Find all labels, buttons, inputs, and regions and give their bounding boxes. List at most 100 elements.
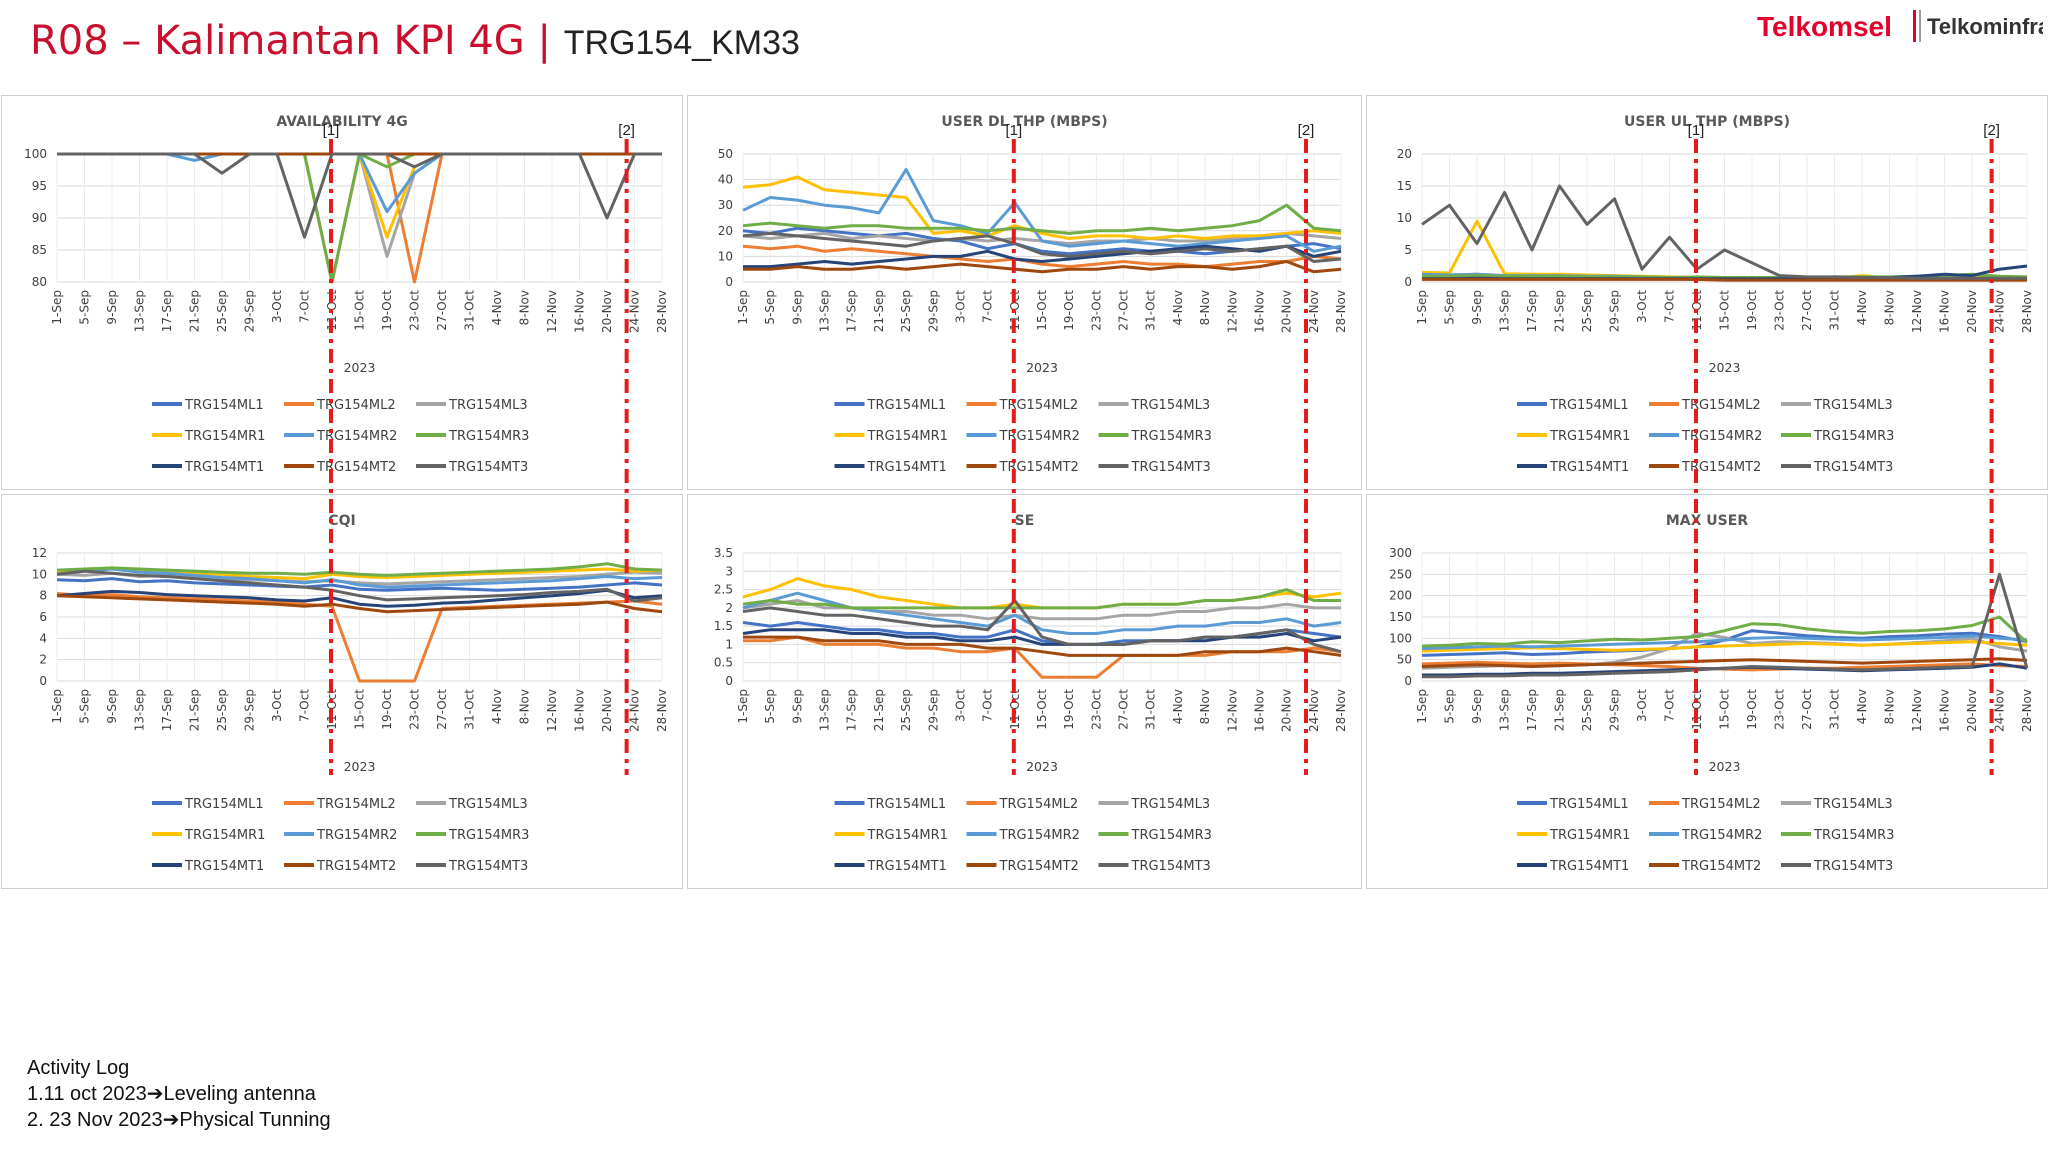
series-line-TRG154MR2 (56, 567, 663, 589)
y-tick-label: 100 (24, 147, 47, 161)
event-marker-label: [1] (1005, 122, 1022, 139)
legend-label: TRG154MT3 (448, 460, 528, 475)
y-tick-label: 80 (32, 275, 47, 289)
x-tick-label: 15-Oct (353, 689, 367, 730)
y-tick-label: 10 (1397, 211, 1412, 225)
x-tick-label: 31-Oct (1828, 689, 1842, 730)
x-tick-label: 24-Nov (1993, 290, 2007, 333)
x-tick-label: 17-Sep (845, 689, 859, 731)
chart-availability: AVAILABILITY 4G 80 85 90 95 100 1-Sep 5-Sep 9-Se… (24, 114, 669, 475)
x-tick-label: 12-Nov (545, 689, 559, 732)
legend-label: TRG154MT1 (1549, 460, 1629, 475)
x-tick-label: 28-Nov (655, 689, 669, 732)
x-tick-label: 9-Sep (105, 689, 119, 724)
y-tick-label: 200 (1389, 589, 1412, 603)
x-tick-label: 31-Oct (1144, 290, 1158, 331)
chart-title: CQI (328, 513, 355, 529)
x-axis-label: 2023 (1709, 759, 1741, 774)
y-tick-label: 3.5 (714, 546, 733, 560)
x-tick-label: 1-Sep (50, 689, 64, 724)
y-tick-label: 250 (1389, 567, 1412, 581)
x-tick-label: 13-Sep (1498, 689, 1512, 731)
legend-label: TRG154MT1 (184, 460, 264, 475)
legend-label: TRG154MR2 (316, 828, 397, 843)
y-tick-label: 1 (725, 637, 733, 651)
x-axis-label: 2023 (1709, 360, 1741, 375)
x-axis-label: 2023 (344, 360, 376, 375)
legend-label: TRG154MR3 (1131, 429, 1212, 444)
legend-label: TRG154ML1 (867, 398, 947, 413)
legend-label: TRG154ML3 (1131, 398, 1211, 413)
y-tick-label: 6 (39, 610, 47, 624)
y-tick-label: 12 (32, 546, 47, 560)
legend-label: TRG154MT2 (1681, 859, 1761, 874)
chart-panel-availability: AVAILABILITY 4G 80 85 90 95 100 1-Sep 5-Sep 9-Se… (1, 95, 683, 490)
chart-panel-user-dl-thp: USER DL THP (MBPS) 0 10 20 30 40 50 1-Sep 5-Sep 9… (687, 95, 1362, 490)
x-tick-label: 12-Nov (545, 290, 559, 333)
series-line-TRG154ML2 (742, 244, 1342, 269)
chart-se: SE 0 0.5 1 1.5 2 2.5 3 3.5 1-Sep 5-Sep 9-Sep 13-Sep 1… (714, 513, 1348, 874)
y-tick-label: 0.5 (714, 656, 733, 670)
legend-label: TRG154ML2 (1681, 797, 1761, 812)
legend-label: TRG154MR3 (1813, 828, 1894, 843)
x-tick-label: 21-Sep (872, 290, 886, 332)
legend-label: TRG154ML3 (448, 797, 528, 812)
y-tick-label: 50 (1397, 653, 1412, 667)
x-axis-label: 2023 (344, 759, 376, 774)
x-tick-label: 12-Nov (1910, 689, 1924, 732)
x-tick-label: 13-Sep (818, 689, 832, 731)
series-line-TRG154MR3 (1421, 615, 2029, 648)
x-tick-label: 3-Oct (1635, 689, 1649, 722)
x-tick-label: 13-Sep (818, 290, 832, 332)
x-tick-label: 28-Nov (1334, 689, 1348, 732)
x-tick-label: 20-Nov (1280, 290, 1294, 333)
x-tick-label: 20-Nov (1965, 290, 1979, 333)
legend-label: TRG154MR1 (867, 828, 948, 843)
x-tick-label: 12-Nov (1225, 689, 1239, 732)
x-tick-label: 9-Sep (105, 290, 119, 325)
legend-label: TRG154MR1 (1549, 828, 1630, 843)
y-tick-label: 10 (32, 567, 47, 581)
x-tick-label: 3-Oct (270, 689, 284, 722)
legend-label: TRG154MR2 (999, 429, 1080, 444)
activity-log-item: 2. 23 Nov 2023➔Physical Tunning (27, 1109, 331, 1131)
x-tick-label: 7-Oct (298, 290, 312, 323)
series-line-TRG154MR1 (742, 175, 1342, 240)
legend-label: TRG154MT3 (1813, 460, 1893, 475)
activity-log: Activity Log 1.11 oct 2023➔Leveling ante… (27, 1055, 331, 1133)
chart-panel-se: SE 0 0.5 1 1.5 2 2.5 3 3.5 1-Sep 5-Sep 9-Sep 13-Sep 1… (687, 494, 1362, 889)
x-tick-label: 3-Oct (953, 290, 967, 323)
x-tick-label: 8-Nov (518, 689, 532, 724)
y-tick-label: 10 (718, 249, 733, 263)
legend-label: TRG154MR2 (999, 828, 1080, 843)
x-tick-label: 5-Sep (1443, 290, 1457, 325)
x-tick-label: 24-Nov (628, 689, 642, 732)
series-line-TRG154MR3 (742, 588, 1341, 610)
x-tick-label: 1-Sep (1415, 290, 1429, 325)
x-tick-label: 8-Nov (518, 290, 532, 325)
x-tick-label: 28-Nov (1334, 290, 1348, 333)
x-tick-label: 9-Sep (1470, 290, 1484, 325)
x-tick-label: 9-Sep (790, 290, 804, 325)
x-tick-label: 27-Oct (1800, 689, 1814, 730)
x-tick-label: 31-Oct (1828, 290, 1842, 331)
x-tick-label: 27-Oct (1117, 689, 1131, 730)
x-tick-label: 5-Sep (763, 290, 777, 325)
x-tick-label: 7-Oct (298, 689, 312, 722)
x-tick-label: 28-Nov (655, 290, 669, 333)
x-tick-label: 4-Nov (1171, 689, 1185, 724)
series-line-TRG154MT2 (743, 260, 1342, 274)
x-tick-label: 1-Sep (736, 689, 750, 724)
x-tick-label: 23-Oct (408, 689, 422, 730)
x-tick-label: 24-Nov (628, 290, 642, 333)
telkomsel-telkominfra-logo: Telkomsel Telkominfra (1757, 10, 2043, 42)
x-tick-label: 24-Nov (1307, 290, 1321, 333)
legend-label: TRG154MR3 (1131, 828, 1212, 843)
x-tick-label: 7-Oct (981, 689, 995, 722)
legend-label: TRG154ML2 (316, 797, 396, 812)
legend-label: TRG154ML1 (184, 398, 264, 413)
x-tick-label: 15-Oct (1718, 689, 1732, 730)
y-tick-label: 150 (1389, 610, 1412, 624)
series-line-TRG154ML1 (56, 577, 663, 592)
